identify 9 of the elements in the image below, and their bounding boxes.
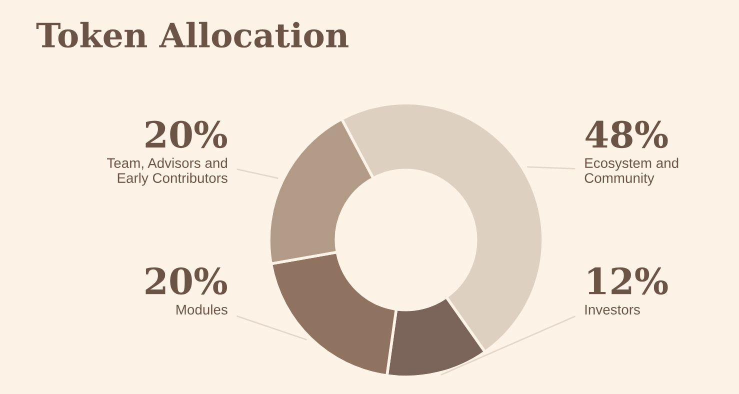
chart-title: Token Allocation (36, 22, 348, 48)
data-label: 48% (586, 120, 668, 148)
slice-label: Team, Advisors and Early Contributors (107, 158, 228, 186)
slice-label: Modules (176, 304, 228, 315)
data-label: 20% (146, 120, 228, 148)
data-label: 12% (588, 267, 668, 295)
data-label: 20% (146, 267, 228, 295)
slice-label: Ecosystem and Community (584, 158, 678, 186)
slice-label: Investors (585, 304, 640, 315)
